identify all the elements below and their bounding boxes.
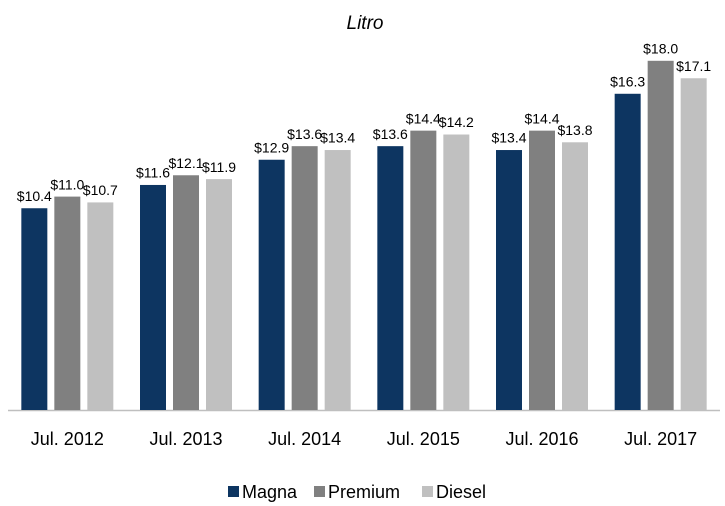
value-label: $10.4 (17, 188, 52, 204)
value-label: $12.9 (254, 139, 289, 155)
value-label: $11.0 (50, 176, 84, 192)
legend-label: Diesel (436, 482, 486, 502)
value-label: $10.7 (83, 182, 118, 198)
bar (443, 134, 470, 410)
x-tick-label: Jul. 2016 (505, 429, 578, 449)
bar (496, 150, 522, 411)
bar (647, 60, 674, 411)
bar (377, 146, 404, 410)
value-label: $17.1 (676, 58, 711, 74)
legend-swatch (228, 486, 239, 497)
bar (291, 146, 318, 410)
bar (614, 93, 641, 410)
legend-swatch (314, 486, 325, 497)
value-label: $12.1 (168, 155, 203, 171)
value-label: $14.2 (439, 114, 474, 130)
bar (562, 142, 588, 410)
bar (21, 208, 48, 410)
value-label: $11.9 (202, 159, 236, 175)
chart-title: Litro (347, 13, 384, 34)
value-label: $13.4 (320, 130, 355, 146)
bar (258, 159, 285, 410)
value-label: $11.6 (136, 165, 170, 181)
value-label: $14.4 (524, 110, 559, 126)
x-tick-label: Jul. 2013 (149, 429, 222, 449)
x-tick-label: Jul. 2017 (624, 429, 697, 449)
bar (324, 150, 351, 411)
value-label: $13.4 (491, 130, 526, 146)
legend-label: Magna (242, 482, 298, 502)
value-label: $18.0 (643, 41, 678, 57)
x-tick-label: Jul. 2015 (387, 429, 460, 449)
bar (206, 179, 232, 410)
bar (54, 196, 81, 410)
value-label: $13.8 (557, 122, 592, 138)
bar (140, 184, 166, 410)
value-label: $16.3 (610, 73, 645, 89)
x-tick-label: Jul. 2012 (31, 429, 104, 449)
value-label: $14.4 (406, 110, 441, 126)
bar (87, 202, 114, 410)
value-label: $13.6 (373, 126, 408, 142)
bar (680, 78, 707, 410)
bar (410, 130, 437, 410)
value-label: $13.6 (287, 126, 322, 142)
legend-label: Premium (328, 482, 400, 502)
bar (173, 175, 199, 410)
legend-swatch (422, 486, 433, 497)
x-tick-label: Jul. 2014 (268, 429, 341, 449)
bar (529, 130, 555, 410)
